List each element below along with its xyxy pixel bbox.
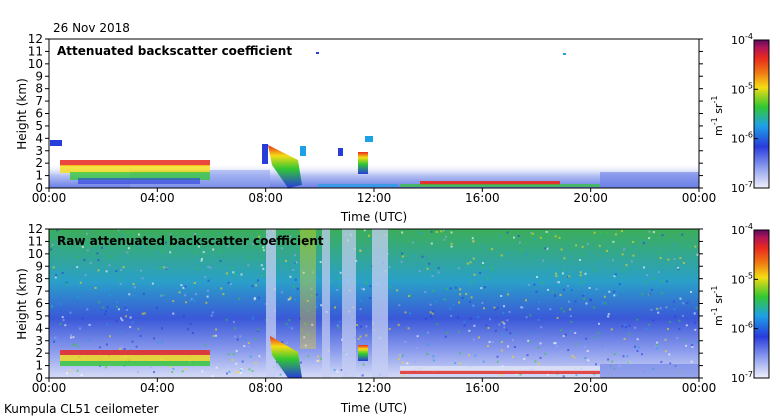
y-tick-label: 7 bbox=[35, 284, 43, 298]
footer-label: Kumpula CL51 ceilometer bbox=[4, 402, 159, 416]
y-tick-label: 11 bbox=[28, 234, 43, 248]
x-tick-label: 04:00 bbox=[140, 191, 175, 205]
backscatter-field bbox=[49, 52, 699, 188]
x-tick-label: 00:00 bbox=[682, 191, 717, 205]
x-tick-label: 20:00 bbox=[573, 191, 608, 205]
panel1-title: Attenuated backscatter coefficient bbox=[57, 44, 292, 58]
y-tick-label: 6 bbox=[35, 297, 43, 311]
y-tick-label: 3 bbox=[35, 334, 43, 348]
y-tick-label: 10 bbox=[28, 57, 43, 71]
colorbar-tick-label: 10-7 bbox=[731, 180, 753, 195]
panel-attenuated-backscatter: Attenuated backscatter coefficient 01234… bbox=[15, 32, 770, 224]
y-tick-label: 7 bbox=[35, 94, 43, 108]
panel1-x-axis: 00:00 04:00 08:00 12:00 16:00 20:00 00:00 bbox=[32, 188, 717, 205]
x-tick-label: 00:00 bbox=[32, 381, 67, 395]
panel1-colorbar: 10-4 10-5 10-6 10-7 m-1 sr-1 bbox=[710, 32, 770, 195]
y-tick-label: 5 bbox=[35, 119, 43, 133]
panel2-colorbar-label: m-1 sr-1 bbox=[710, 286, 725, 326]
panel2-ylabel: Height (km) bbox=[15, 268, 29, 339]
x-tick-label: 16:00 bbox=[465, 381, 500, 395]
y-tick-label: 5 bbox=[35, 309, 43, 323]
panel1-colorbar-label: m-1 sr-1 bbox=[710, 96, 725, 136]
x-tick-label: 12:00 bbox=[357, 381, 392, 395]
y-tick-label: 8 bbox=[35, 272, 43, 286]
colorbar-tick-label: 10-6 bbox=[731, 321, 753, 336]
panel1-ylabel: Height (km) bbox=[15, 78, 29, 149]
y-tick-label: 9 bbox=[35, 69, 43, 83]
y-tick-label: 12 bbox=[28, 222, 43, 236]
y-tick-label: 9 bbox=[35, 259, 43, 273]
y-tick-label: 1 bbox=[35, 169, 43, 183]
raw-backscatter-field bbox=[49, 229, 699, 378]
colorbar-tick-label: 10-4 bbox=[731, 32, 753, 47]
y-tick-label: 1 bbox=[35, 359, 43, 373]
y-tick-label: 12 bbox=[28, 32, 43, 46]
panel2-title: Raw attenuated backscatter coefficient bbox=[57, 234, 324, 248]
panel2-colorbar: 10-4 10-5 10-6 10-7 m-1 sr-1 bbox=[710, 222, 770, 385]
colorbar-tick-label: 10-4 bbox=[731, 222, 753, 237]
x-tick-label: 04:00 bbox=[140, 381, 175, 395]
y-tick-label: 6 bbox=[35, 107, 43, 121]
colorbar-tick-label: 10-5 bbox=[731, 81, 753, 96]
y-tick-label: 3 bbox=[35, 144, 43, 158]
panel1-xlabel: Time (UTC) bbox=[340, 210, 407, 224]
y-tick-label: 4 bbox=[35, 321, 43, 335]
y-tick-label: 4 bbox=[35, 131, 43, 145]
x-tick-label: 16:00 bbox=[465, 191, 500, 205]
panel-raw-attenuated-backscatter: Raw attenuated backscatter coefficient 0… bbox=[15, 222, 770, 415]
colorbar-tick-label: 10-5 bbox=[731, 271, 753, 286]
x-tick-label: 12:00 bbox=[357, 191, 392, 205]
x-tick-label: 08:00 bbox=[248, 381, 283, 395]
x-tick-label: 00:00 bbox=[32, 191, 67, 205]
y-tick-label: 2 bbox=[35, 346, 43, 360]
y-tick-label: 0 bbox=[35, 371, 43, 385]
panel2-x-axis: 00:00 04:00 08:00 12:00 16:00 20:00 00:00 bbox=[32, 378, 717, 395]
x-tick-label: 00:00 bbox=[682, 381, 717, 395]
y-tick-label: 2 bbox=[35, 156, 43, 170]
y-tick-label: 8 bbox=[35, 82, 43, 96]
y-tick-label: 0 bbox=[35, 181, 43, 195]
x-tick-label: 08:00 bbox=[248, 191, 283, 205]
y-tick-label: 10 bbox=[28, 247, 43, 261]
colorbar-tick-label: 10-6 bbox=[731, 131, 753, 146]
panel2-xlabel: Time (UTC) bbox=[340, 401, 407, 415]
colorbar-tick-label: 10-7 bbox=[731, 370, 753, 385]
date-label: 26 Nov 2018 bbox=[53, 21, 130, 35]
x-tick-label: 20:00 bbox=[573, 381, 608, 395]
y-tick-label: 11 bbox=[28, 44, 43, 58]
